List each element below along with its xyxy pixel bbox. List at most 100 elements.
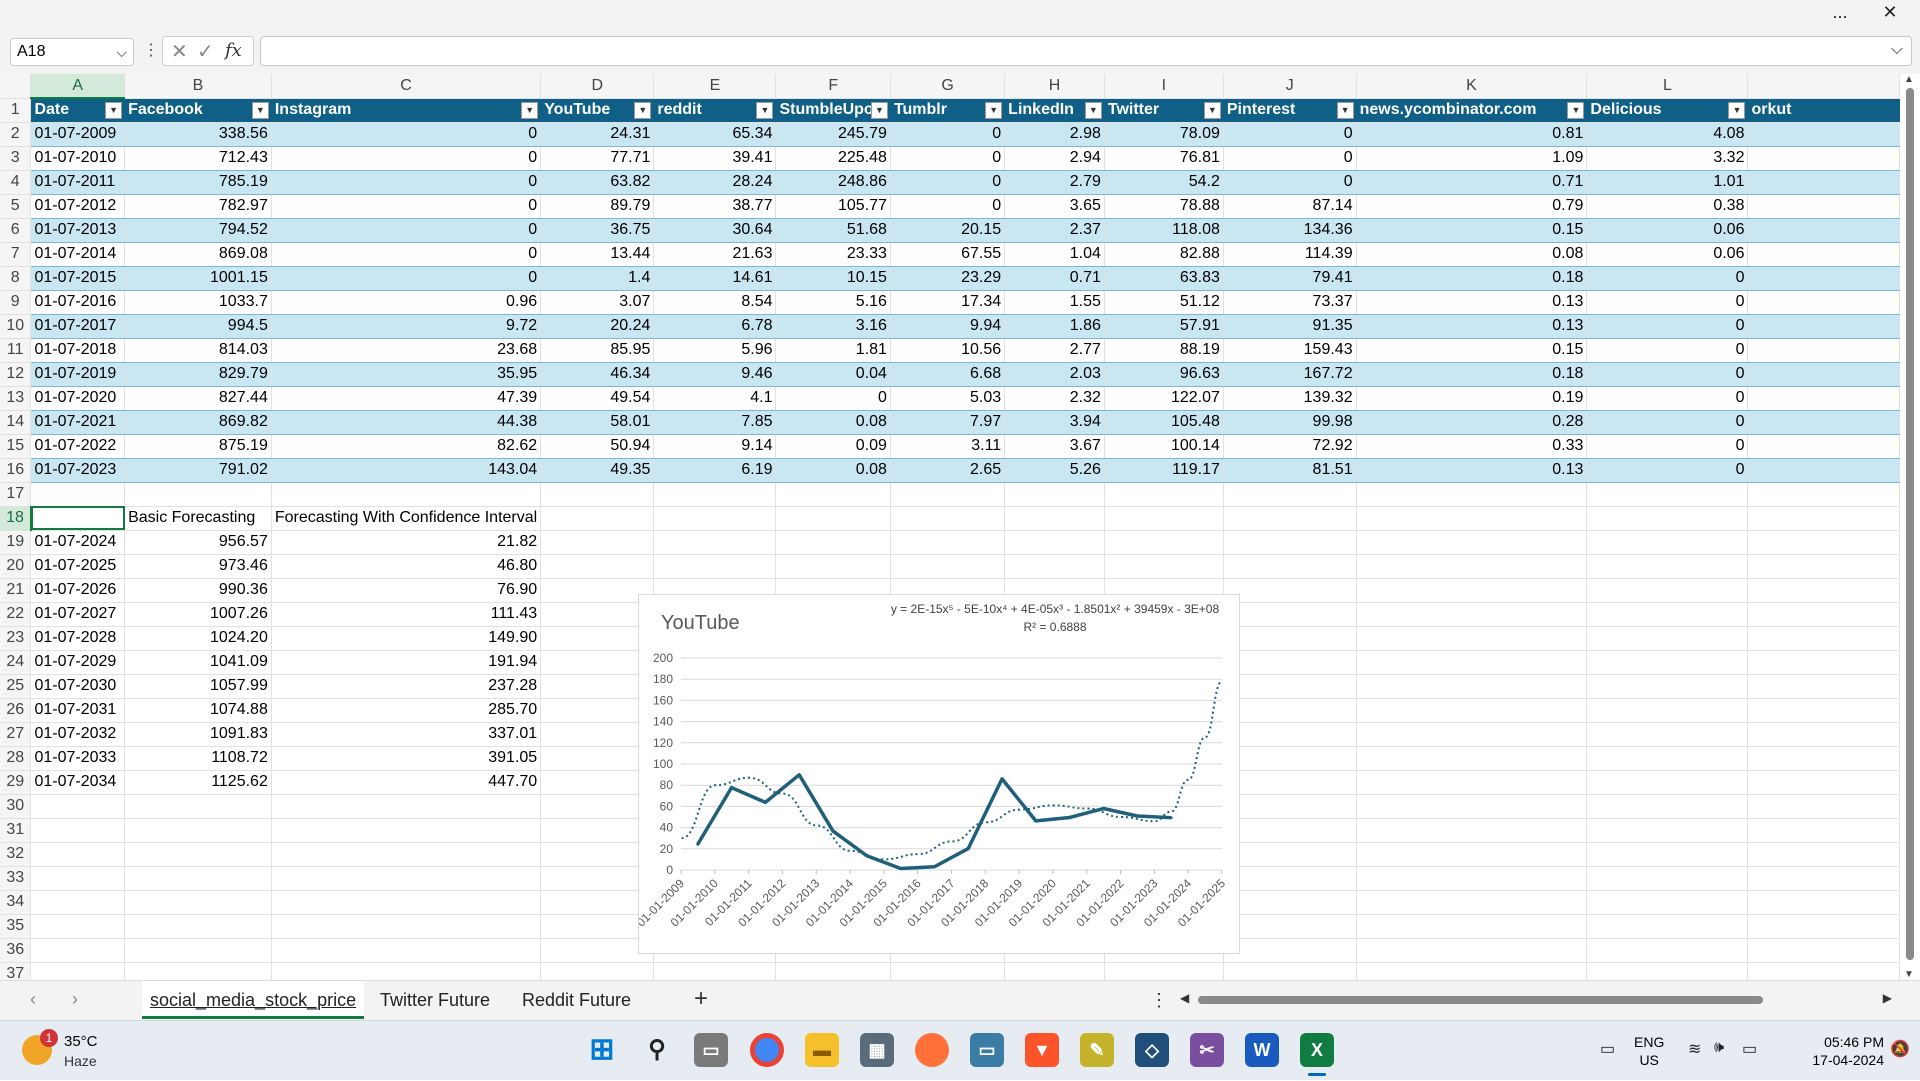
cell[interactable] — [1747, 722, 1900, 747]
value-cell[interactable]: 0 — [271, 170, 542, 195]
value-cell[interactable]: 875.19 — [124, 434, 272, 459]
cell[interactable] — [1223, 626, 1357, 651]
row-header[interactable]: 20 — [0, 554, 32, 579]
value-cell[interactable]: 3.07 — [540, 290, 655, 315]
value-cell[interactable]: 78.09 — [1104, 122, 1224, 147]
cell[interactable] — [1747, 482, 1900, 507]
row-header[interactable]: 28 — [0, 746, 32, 771]
filter-dropdown-icon[interactable]: ▼ — [1567, 101, 1585, 119]
value-cell[interactable]: 0 — [890, 146, 1006, 171]
filter-dropdown-icon[interactable]: ▼ — [1336, 101, 1354, 119]
cell[interactable] — [540, 746, 655, 771]
value-cell[interactable]: 105.77 — [775, 194, 891, 219]
cell[interactable] — [1356, 650, 1588, 675]
value-cell[interactable] — [1747, 170, 1900, 195]
date-cell[interactable]: 01-07-2011 — [30, 170, 126, 195]
word-icon[interactable]: W — [1245, 1033, 1279, 1067]
value-cell[interactable]: 2.79 — [1004, 170, 1105, 195]
row-header[interactable]: 13 — [0, 386, 32, 411]
filter-dropdown-icon[interactable]: ▼ — [1728, 101, 1746, 119]
date-cell[interactable]: 01-07-2025 — [30, 554, 126, 579]
row-header[interactable]: 21 — [0, 578, 32, 603]
cell[interactable] — [1747, 746, 1900, 771]
row-header[interactable]: 12 — [0, 362, 32, 387]
filter-dropdown-icon[interactable]: ▼ — [105, 102, 123, 119]
cell[interactable] — [1104, 962, 1224, 980]
table-header-cell[interactable]: StumbleUpo ▼ — [775, 98, 891, 123]
value-cell[interactable]: 0 — [775, 386, 891, 411]
calculator-icon[interactable]: ▦ — [860, 1033, 894, 1067]
formula-input[interactable]: ⌵ — [260, 36, 1912, 66]
value-cell[interactable]: 0 — [1586, 338, 1749, 363]
vertical-scrollbar[interactable]: ▲ ▼ — [1900, 74, 1920, 980]
cell[interactable] — [124, 938, 272, 963]
value-cell[interactable]: 0.08 — [775, 458, 891, 483]
cell[interactable] — [1747, 866, 1900, 891]
cell[interactable] — [1356, 626, 1588, 651]
value-cell[interactable]: 2.32 — [1004, 386, 1105, 411]
cell[interactable] — [1586, 674, 1749, 699]
value-cell[interactable]: 994.5 — [124, 314, 272, 339]
filter-dropdown-icon[interactable]: ▼ — [521, 101, 539, 119]
value-cell[interactable]: 114.39 — [1223, 242, 1357, 267]
table-header-cell[interactable]: Facebook ▼ — [124, 98, 272, 123]
value-cell[interactable]: 9.94 — [890, 314, 1006, 339]
cell[interactable] — [1223, 746, 1357, 771]
date-cell[interactable]: 01-07-2012 — [30, 194, 126, 219]
search-icon[interactable]: ⚲ — [648, 1036, 666, 1063]
value-cell[interactable] — [1747, 146, 1900, 171]
cell[interactable] — [30, 842, 126, 867]
cell[interactable] — [1223, 554, 1357, 579]
cell[interactable] — [30, 794, 126, 819]
cell[interactable] — [1747, 890, 1900, 915]
cell[interactable] — [540, 530, 655, 555]
row-header[interactable]: 11 — [0, 338, 32, 363]
cell[interactable] — [890, 506, 1006, 531]
cell[interactable] — [1356, 674, 1588, 699]
row-header[interactable]: 22 — [0, 602, 32, 627]
date-cell[interactable]: 01-07-2015 — [30, 266, 126, 291]
value-cell[interactable]: 85.95 — [540, 338, 655, 363]
cell[interactable] — [1356, 962, 1588, 980]
cell[interactable] — [1356, 842, 1588, 867]
volume-icon[interactable]: 🕪 — [1714, 1039, 1725, 1056]
forecast-header[interactable]: Basic Forecasting — [124, 506, 272, 531]
date-cell[interactable]: 01-07-2031 — [30, 698, 126, 723]
value-cell[interactable]: 191.94 — [271, 650, 542, 675]
cell[interactable] — [540, 794, 655, 819]
tab-reddit-future[interactable]: Reddit Future — [514, 981, 639, 1019]
value-cell[interactable]: 794.52 — [124, 218, 272, 243]
cell[interactable] — [1356, 866, 1588, 891]
row-header[interactable]: 19 — [0, 530, 32, 555]
value-cell[interactable]: 1.81 — [775, 338, 891, 363]
column-header-l[interactable]: L — [1586, 74, 1749, 99]
date-cell[interactable]: 01-07-2033 — [30, 746, 126, 771]
battery-icon[interactable]: ▭ — [1742, 1041, 1758, 1058]
column-header-a[interactable]: A — [30, 74, 126, 99]
date-cell[interactable]: 01-07-2022 — [30, 434, 126, 459]
cell[interactable] — [540, 554, 655, 579]
value-cell[interactable]: 237.28 — [271, 674, 542, 699]
value-cell[interactable]: 1.01 — [1586, 170, 1749, 195]
cell[interactable] — [540, 962, 655, 980]
cell[interactable] — [540, 626, 655, 651]
value-cell[interactable]: 0.33 — [1356, 434, 1588, 459]
cell[interactable] — [540, 578, 655, 603]
value-cell[interactable]: 54.2 — [1104, 170, 1224, 195]
value-cell[interactable]: 63.83 — [1104, 266, 1224, 291]
row-header[interactable]: 9 — [0, 290, 32, 315]
cell[interactable] — [775, 482, 891, 507]
value-cell[interactable]: 10.15 — [775, 266, 891, 291]
table-header-cell[interactable]: Delicious ▼ — [1586, 98, 1749, 123]
value-cell[interactable]: 3.67 — [1004, 434, 1105, 459]
function-icon[interactable]: fx — [225, 40, 242, 61]
table-header-cell[interactable]: reddit ▼ — [653, 98, 777, 123]
cell[interactable] — [1586, 722, 1749, 747]
filter-dropdown-icon[interactable]: ▼ — [870, 101, 888, 119]
cell[interactable] — [1747, 506, 1900, 531]
value-cell[interactable]: 20.15 — [890, 218, 1006, 243]
value-cell[interactable]: 225.48 — [775, 146, 891, 171]
value-cell[interactable]: 1033.7 — [124, 290, 272, 315]
cell[interactable] — [1747, 530, 1900, 555]
more-vertical-icon[interactable]: ⋮ — [1150, 990, 1168, 1010]
